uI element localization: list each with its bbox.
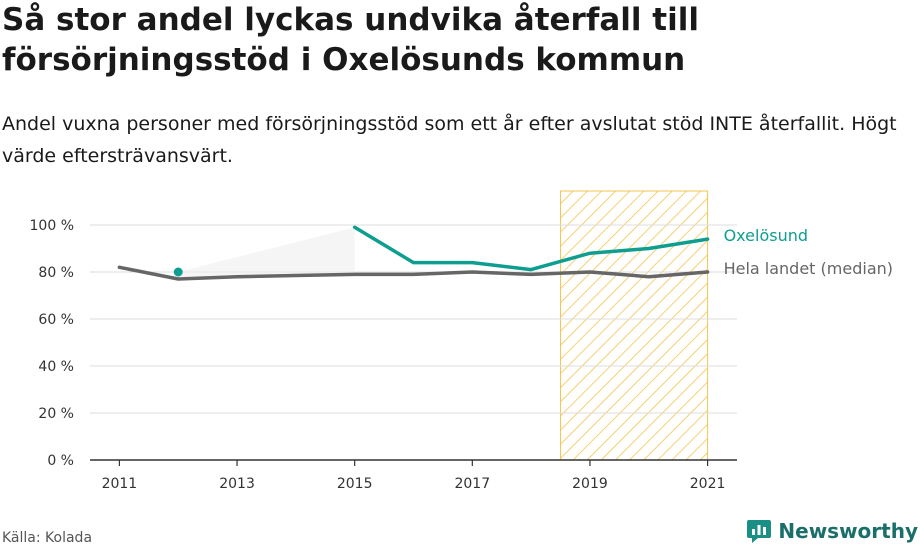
x-tick-label: 2019 xyxy=(572,476,608,492)
y-tick-label: 80 % xyxy=(38,265,74,281)
missing-data-area xyxy=(178,227,355,280)
gap-fill-layer xyxy=(178,227,355,280)
axis-layer: 0 % 20 % 40 % 60 % 80 % 100 % 2011 2013 2015 2017… xyxy=(30,218,737,492)
x-tick-label: 2021 xyxy=(690,476,726,492)
series-line-median xyxy=(117,265,710,281)
x-tick-label: 2017 xyxy=(454,476,490,492)
source-note: Källa: Kolada xyxy=(2,530,93,546)
chart-title: Så stor andel lyckas undvika återfall ti… xyxy=(2,2,699,78)
series-line-oxelosund xyxy=(352,225,710,272)
y-tick-label: 60 % xyxy=(38,312,74,328)
highlight-band xyxy=(560,190,709,461)
y-tick-label: 0 % xyxy=(47,453,74,469)
x-tick-label: 2015 xyxy=(337,476,373,492)
highlight-layer xyxy=(560,190,709,461)
y-tick-label: 20 % xyxy=(38,406,74,422)
label-layer: Hela landet (median) Oxelösund xyxy=(724,226,893,278)
series-layer xyxy=(117,225,710,281)
chart-subtitle: Andel vuxna personer med försörjningsstö… xyxy=(2,113,897,167)
y-tick-label: 40 % xyxy=(38,359,74,375)
y-tick-label: 100 % xyxy=(30,218,74,234)
newsworthy-logo-icon xyxy=(747,520,772,543)
brand-logo: Newsworthy xyxy=(746,518,918,544)
brand-name: Newsworthy xyxy=(778,519,918,543)
series-label-median: Hela landet (median) xyxy=(724,259,893,278)
data-point xyxy=(173,267,183,277)
line-chart: 0 % 20 % 40 % 60 % 80 % 100 % 2011 2013 2015 2017… xyxy=(30,190,893,492)
x-tick-label: 2011 xyxy=(102,476,138,492)
series-label-oxelosund: Oxelösund xyxy=(724,226,808,245)
x-tick-label: 2013 xyxy=(219,476,255,492)
